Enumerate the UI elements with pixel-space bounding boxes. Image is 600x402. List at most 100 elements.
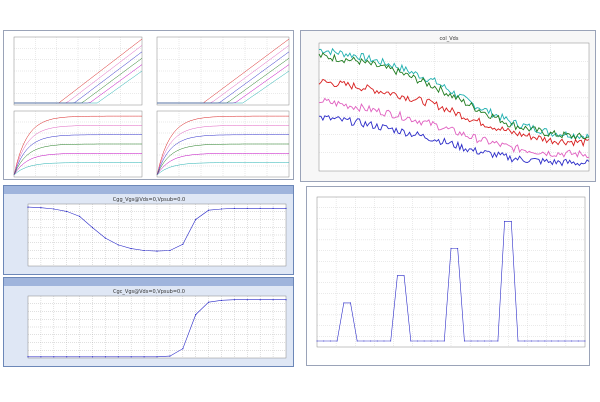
- bl-point: [208, 301, 210, 303]
- bl-point: [53, 356, 55, 358]
- tr-series-0: [318, 47, 590, 141]
- top-left-charts-svg: [13, 36, 290, 178]
- bl-point: [272, 299, 274, 301]
- ml-point: [220, 208, 223, 210]
- br-point: [544, 340, 546, 342]
- br-point: [584, 340, 586, 342]
- br-point: [517, 340, 519, 342]
- bl-point: [156, 356, 158, 358]
- tr-series-3: [318, 97, 590, 159]
- bl-point: [117, 356, 119, 358]
- ml-point: [169, 249, 171, 252]
- mid-left-chart-svg: Cgg_Vgs@Vds=0,Vpsub=0.0: [27, 197, 287, 267]
- ml-point: [272, 207, 274, 209]
- bottom-left-window: Cgc_Vgs@Vds=0,Vpsub=0.0: [3, 277, 294, 367]
- bl-point: [79, 356, 81, 358]
- ml-point: [285, 207, 287, 209]
- ml-point: [91, 226, 94, 229]
- br-point: [356, 340, 358, 342]
- ml-point: [143, 249, 145, 252]
- ml-point: [104, 237, 106, 239]
- bl-point: [259, 299, 261, 301]
- bl-point: [66, 356, 68, 358]
- ml-point: [79, 215, 81, 217]
- bl-point: [104, 356, 106, 358]
- ml-point: [195, 218, 197, 221]
- br-point: [537, 340, 539, 342]
- bottom-left-titlebar[interactable]: [4, 278, 293, 286]
- br-point: [571, 340, 573, 342]
- br-point: [443, 340, 445, 342]
- bl-point: [40, 356, 42, 358]
- bl-point: [182, 348, 184, 350]
- br-point: [370, 340, 372, 342]
- bl-point: [130, 356, 132, 358]
- bl-point: [91, 356, 94, 358]
- br-point: [504, 220, 506, 222]
- mid-left-chart-title: Cgg_Vgs@Vds=0,Vpsub=0.0: [113, 197, 185, 203]
- tl-series-line: [13, 115, 142, 176]
- br-point: [564, 340, 566, 342]
- top-right-chart: col_Vds: [300, 30, 596, 182]
- ml-point: [117, 244, 119, 246]
- tl-series-line: [157, 70, 290, 104]
- br-point: [490, 340, 492, 342]
- bottom-left-chart-title: Cgc_Vgs@Vds=0,Vpsub=0.0: [113, 289, 185, 295]
- tr-series-4: [318, 115, 590, 167]
- br-point: [457, 248, 459, 250]
- tl-series-line: [156, 143, 289, 176]
- br-point: [423, 340, 425, 342]
- bl-point: [233, 299, 235, 301]
- tl-series-line: [13, 134, 142, 176]
- ml-point: [130, 248, 132, 250]
- bl-point: [285, 299, 287, 301]
- br-point: [403, 275, 405, 277]
- tr-series-1: [318, 52, 590, 141]
- ml-point: [182, 243, 184, 245]
- tr-plot-area: [318, 42, 590, 172]
- bl-point: [169, 355, 171, 357]
- tl-series-line: [13, 143, 142, 176]
- br-point: [530, 340, 532, 342]
- br-point: [316, 340, 318, 342]
- br-point: [323, 340, 325, 342]
- br-point: [510, 220, 512, 222]
- bl-point: [195, 314, 197, 316]
- ml-point: [233, 207, 235, 209]
- br-point: [396, 275, 398, 277]
- br-point: [551, 340, 552, 342]
- br-point: [450, 248, 452, 250]
- tl-series-line: [156, 153, 289, 176]
- ml-point: [208, 209, 210, 211]
- br-point: [417, 340, 418, 342]
- br-point: [376, 340, 378, 342]
- ml-point: [66, 210, 68, 213]
- tl-series-line: [156, 134, 289, 176]
- bottom-right-chart: [306, 186, 590, 366]
- top-right-chart-svg: col_Vds: [318, 36, 590, 172]
- br-point: [329, 340, 331, 342]
- tl-series-line: [156, 115, 289, 176]
- tl-series-line: [13, 153, 142, 176]
- bl-point: [27, 356, 29, 358]
- top-left-chart-group: [3, 30, 294, 180]
- br-point: [484, 340, 485, 342]
- tl-series-line: [13, 162, 142, 176]
- tl-series-line: [156, 162, 289, 176]
- br-point: [350, 302, 351, 304]
- br-point: [577, 340, 579, 342]
- ml-point: [27, 206, 29, 208]
- ml-point: [156, 250, 158, 252]
- bl-point: [143, 356, 145, 358]
- br-point: [430, 340, 432, 342]
- ml-point: [246, 207, 248, 209]
- ml-point: [40, 207, 42, 209]
- tr-series-2: [318, 78, 590, 148]
- bottom-left-chart-svg: Cgc_Vgs@Vds=0,Vpsub=0.0: [27, 289, 287, 359]
- ml-point: [53, 208, 55, 210]
- br-point: [343, 302, 345, 304]
- mid-left-titlebar[interactable]: [4, 186, 293, 194]
- br-point: [463, 340, 465, 342]
- br-point: [363, 340, 365, 342]
- br-point: [336, 340, 338, 342]
